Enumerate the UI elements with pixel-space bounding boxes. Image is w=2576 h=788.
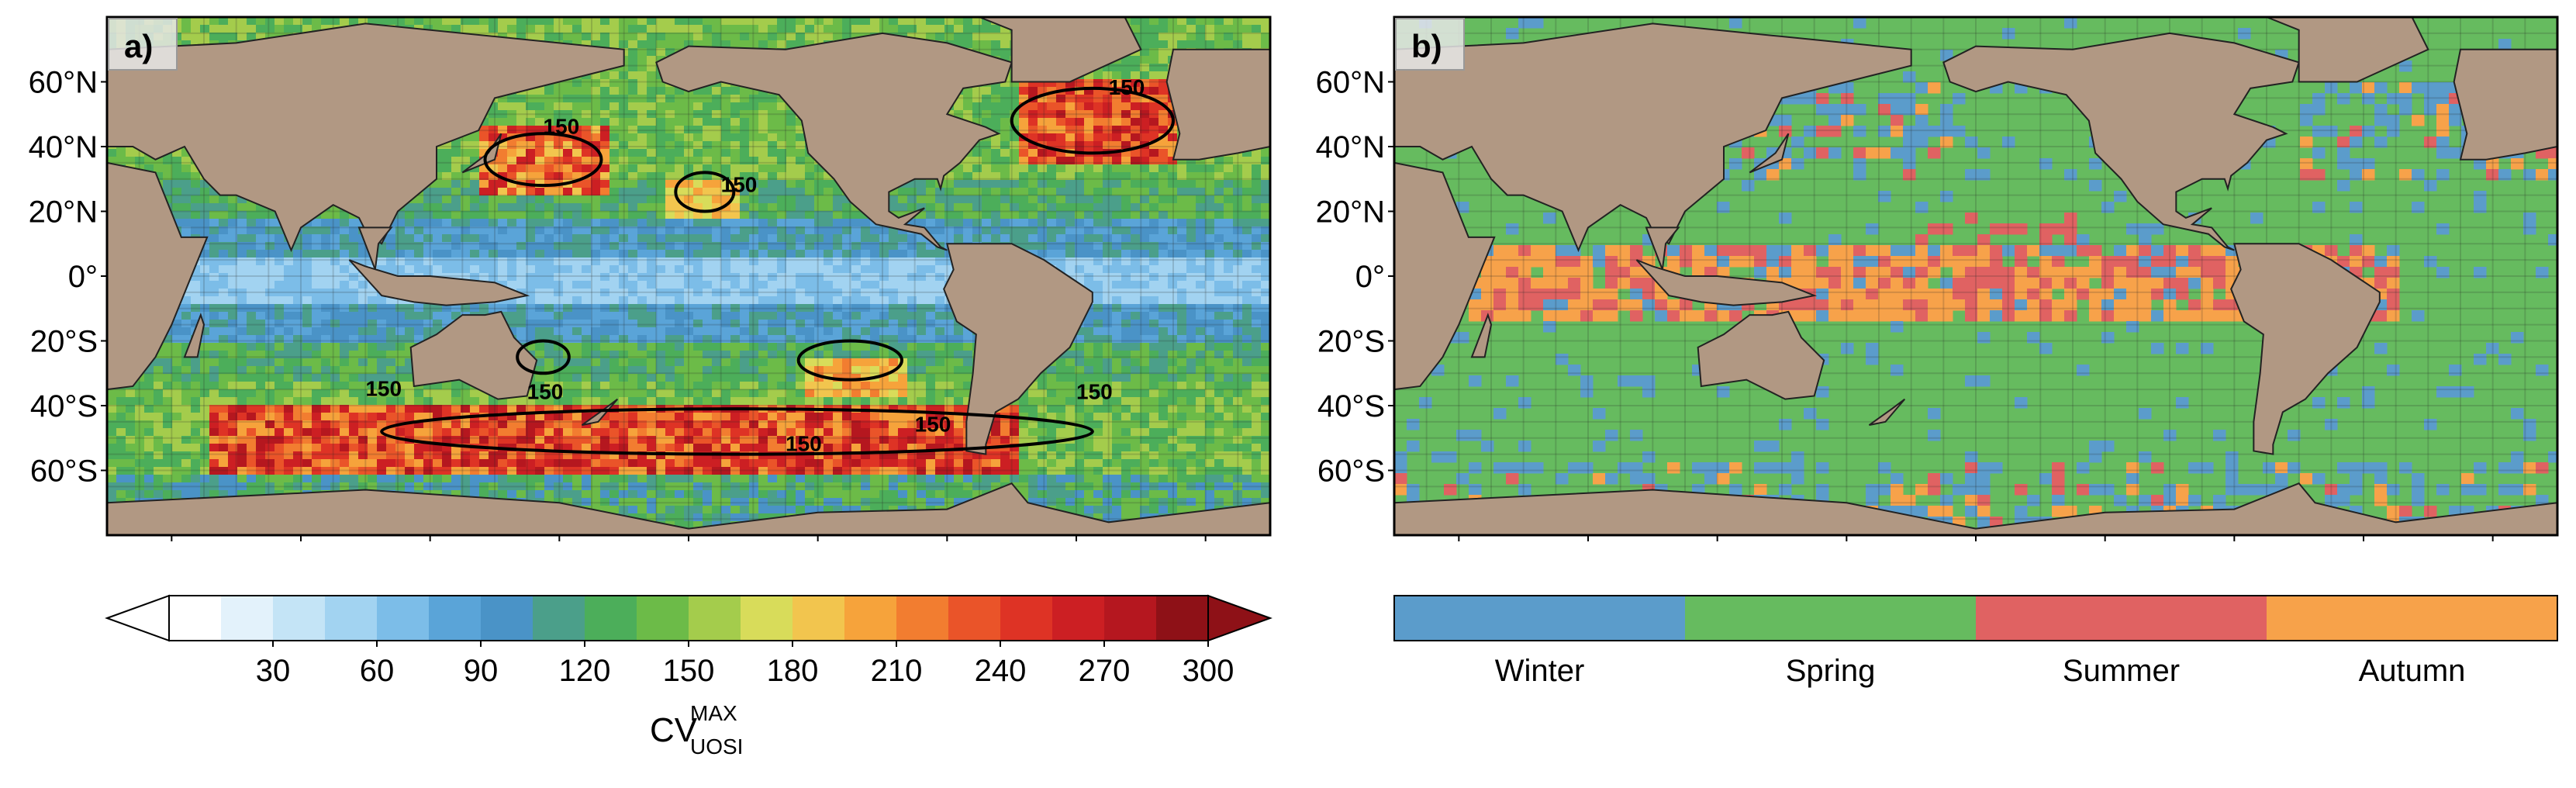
colorbar-cell [221, 596, 274, 641]
panel-label: b) [1411, 28, 1442, 64]
season-swatch-autumn [2267, 596, 2557, 641]
season-swatch-summer [1976, 596, 2267, 641]
lat-tick-label: 20°S [1317, 325, 1385, 359]
colorbar-cell [1000, 596, 1053, 641]
colorbar-tick-label: 270 [1079, 654, 1131, 688]
colorbar-tick-label: 90 [464, 654, 499, 688]
lon-tick-label: 0° [2478, 548, 2508, 551]
lat-tick-label: 40°S [1317, 389, 1385, 423]
colorbar-tick-label: 150 [663, 654, 715, 688]
lon-tick-label: 40°W [1038, 548, 1114, 551]
land-mass [1167, 50, 1270, 160]
lon-tick-label: 40°E [138, 548, 205, 551]
lat-tick-label: 60°S [1317, 454, 1385, 489]
map-panel-b: 60°N 40°N 20°N 0° 20°S 40°S 60°S 40°E 80°E 120°E 1… [1287, 0, 2576, 551]
lon-tick-label: 120°W [771, 548, 865, 551]
colorbar-arrow-right [1208, 596, 1270, 641]
colorbar-cell [325, 596, 378, 641]
colorbar-cell [169, 596, 222, 641]
lat-tick-label: 40°N [29, 130, 98, 164]
colorbar-cell [481, 596, 534, 641]
lon-tick-label: 120°E [388, 548, 472, 551]
lat-tick-label: 60°S [30, 454, 98, 489]
season-swatch-spring [1685, 596, 1976, 641]
lon-tick-label: 40°W [2326, 548, 2402, 551]
lon-tick-label: 80°E [1554, 548, 1621, 551]
lat-tick-label: 20°N [1316, 195, 1385, 230]
season-legend-svg: Winter Spring Summer Autumn [1287, 589, 2576, 784]
lat-tick-label: 40°N [1316, 130, 1385, 164]
contour-label: 150 [365, 376, 402, 400]
colorbar-tick-label: 60 [360, 654, 395, 688]
colorbar-cell [273, 596, 326, 641]
contour-label: 150 [721, 172, 758, 196]
colorbar-tick-label: 210 [871, 654, 923, 688]
lon-tick-label: 80°W [909, 548, 985, 551]
lat-tick-label: 20°S [30, 325, 98, 359]
colorbar-title-sub: UOSI [690, 734, 743, 759]
colorbar-tick-label: 120 [559, 654, 611, 688]
colorbar-cell [585, 596, 637, 641]
contour-label: 150 [786, 431, 822, 455]
contour-label: 150 [527, 380, 564, 404]
lon-tick-label: 160°W [642, 548, 736, 551]
lat-tick-label: 0° [1355, 260, 1385, 294]
lon-tick-label: 0° [1191, 548, 1221, 551]
land-mass [2454, 50, 2557, 160]
colorbar-cell [637, 596, 689, 641]
season-label-autumn: Autumn [2359, 654, 2466, 688]
season-label-summer: Summer [2063, 654, 2180, 688]
lon-tick-label: 80°E [267, 548, 334, 551]
colorbar-title-sup: MAX [690, 701, 737, 725]
contour-label: 150 [915, 412, 951, 436]
colorbar-cell [844, 596, 897, 641]
panel-label: a) [124, 28, 153, 64]
map-panel-a: 150 150 150 150 150 150 150 150 60°N 40°N 20°N 0° 20… [0, 0, 1287, 551]
lon-tick-label: 80°W [2196, 548, 2272, 551]
lat-tick-label: 20°N [29, 195, 98, 230]
season-label-spring: Spring [1786, 654, 1876, 688]
panel-a: 150 150 150 150 150 150 150 150 60°N 40°N 20°N 0° 20… [0, 0, 1287, 551]
colorbar-cell [689, 596, 741, 641]
panel-b: 60°N 40°N 20°N 0° 20°S 40°S 60°S 40°E 80°E 120°E 1… [1287, 0, 2576, 551]
colorbar-cell [429, 596, 482, 641]
colorbar-tick-label: 180 [767, 654, 819, 688]
colorbar-cell [896, 596, 949, 641]
lat-tick-label: 40°S [30, 389, 98, 423]
lat-tick-label: 60°N [1316, 66, 1385, 100]
lon-tick-label: 120°W [2058, 548, 2152, 551]
colorbar-cell [1156, 596, 1209, 641]
lon-tick-label: 40°E [1425, 548, 1493, 551]
colorbar-cell [948, 596, 1001, 641]
colorbar-arrow-left [107, 596, 169, 641]
colorbar-cell [792, 596, 845, 641]
colorbar-tick-label: 300 [1183, 654, 1234, 688]
colorbar-cell [377, 596, 430, 641]
lon-tick-label: 160°E [1804, 548, 1889, 551]
colorbar-tick-label: 30 [256, 654, 291, 688]
lat-tick-label: 60°N [29, 66, 98, 100]
lon-tick-label: 120°E [1675, 548, 1759, 551]
colorbar-tick-label: 240 [975, 654, 1027, 688]
colorbar-cell [1104, 596, 1157, 641]
season-swatch-winter [1394, 596, 1685, 641]
season-legend: Winter Spring Summer Autumn [1287, 589, 2576, 784]
lat-tick-label: 0° [68, 260, 98, 294]
season-label-winter: Winter [1495, 654, 1585, 688]
colorbar-cell [1052, 596, 1105, 641]
contour-label: 150 [544, 114, 580, 138]
colorbar-cell [533, 596, 585, 641]
colorbar-cell [741, 596, 793, 641]
lon-tick-label: 160°W [1929, 548, 2023, 551]
lon-tick-label: 160°E [517, 548, 602, 551]
contour-label: 150 [1076, 380, 1113, 404]
contour-label: 150 [1109, 75, 1145, 99]
